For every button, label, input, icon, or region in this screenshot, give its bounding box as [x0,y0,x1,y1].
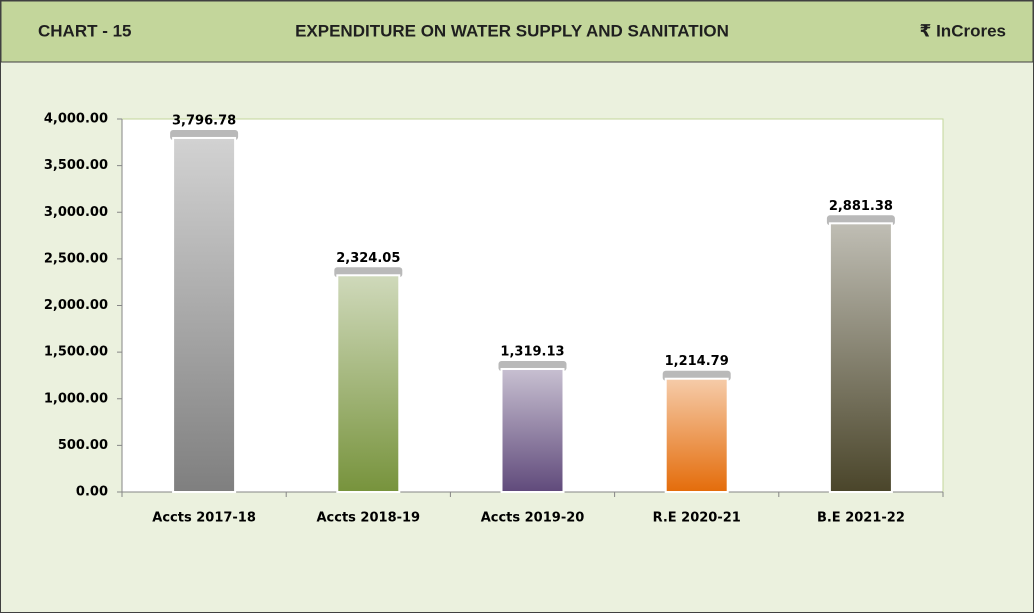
x-tick-label: Accts 2018-19 [316,511,420,526]
x-tick-label: R.E 2020-21 [653,511,741,526]
bar [828,222,893,493]
y-tick-label: 500.00 [58,438,108,453]
y-tick-label: 3,500.00 [44,158,108,173]
y-tick-label: 2,500.00 [44,251,108,266]
y-tick-label: 2,000.00 [44,298,108,313]
x-tick-label: Accts 2017-18 [152,511,256,526]
y-tick-label: 1,500.00 [44,345,108,360]
chart-title: EXPENDITURE ON WATER SUPPLY AND SANITATI… [295,21,729,40]
plot-area [121,118,944,493]
data-label: 1,319.13 [500,344,564,359]
y-tick-label: 1,000.00 [44,391,108,406]
data-label: 3,796.78 [172,113,236,128]
bar [664,377,729,493]
chart-number: CHART - 15 [38,21,132,40]
x-tick-label: B.E 2021-22 [817,511,905,526]
bar [172,136,237,494]
data-label: 2,324.05 [336,251,400,266]
unit-label: ₹ InCrores [920,21,1006,40]
data-label: 1,214.79 [665,354,729,369]
bar [336,274,401,494]
y-tick-label: 4,000.00 [44,112,108,127]
header-band [0,0,1034,63]
y-tick-label: 0.00 [76,485,108,500]
x-tick-label: Accts 2019-20 [481,511,585,526]
bar [500,367,565,493]
y-tick-label: 3,000.00 [44,205,108,220]
data-label: 2,881.38 [829,199,893,214]
